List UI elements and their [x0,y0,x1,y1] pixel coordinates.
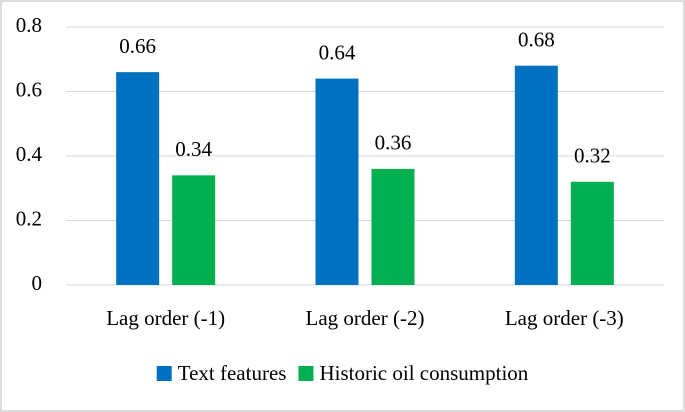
data-label: 0.66 [119,34,156,58]
data-label: 0.32 [574,144,611,168]
bar [172,175,216,285]
bar [116,72,160,286]
bar [371,168,415,285]
legend-label: Historic oil consumption [319,361,528,385]
x-tick-label: Lag order (-2) [306,306,425,330]
y-tick-label: 0.6 [16,77,42,101]
legend-swatch [298,366,314,381]
legend-label: Text features [178,361,287,385]
bar [514,65,558,285]
y-tick-label: 0.2 [16,206,42,230]
data-label: 0.34 [175,137,212,161]
y-tick-label: 0 [32,271,43,295]
data-label: 0.68 [518,28,555,52]
x-tick-label: Lag order (-1) [106,306,225,330]
data-label: 0.64 [319,40,356,64]
legend-swatch [156,366,172,381]
x-tick-label: Lag order (-3) [505,306,624,330]
data-label: 0.36 [375,131,412,155]
bar [315,78,359,285]
bar [570,181,614,285]
y-tick-label: 0.4 [16,142,43,166]
y-tick-label: 0.8 [16,13,42,37]
